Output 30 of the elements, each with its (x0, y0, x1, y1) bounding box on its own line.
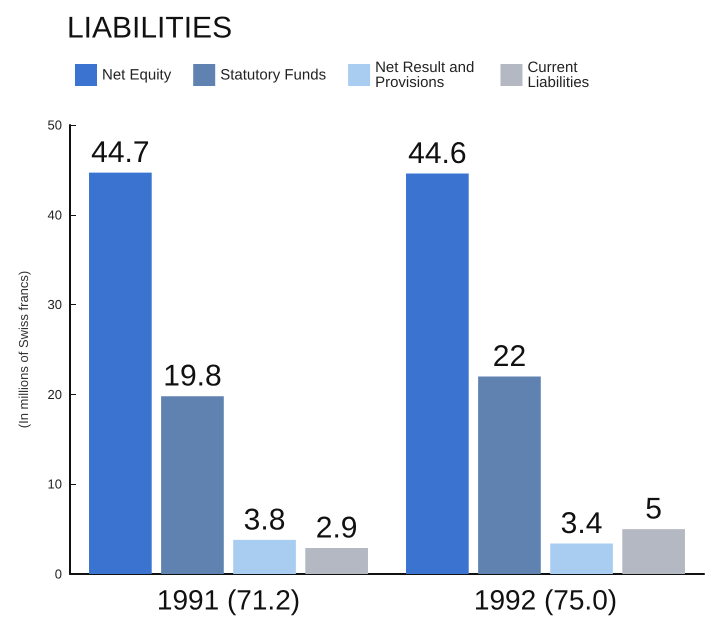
y-axis-title: (In millions of Swiss francs) (16, 270, 31, 428)
chart-title: LIABILITIES (67, 12, 232, 44)
legend-label: Current Liabilities (527, 59, 590, 91)
y-tick-label: 40 (48, 207, 62, 222)
y-tick-label: 20 (48, 386, 62, 402)
legend-label: Net Result and Provisions (375, 59, 478, 91)
y-tick-label: 30 (48, 297, 62, 312)
bar (550, 543, 613, 574)
data-label: 3.4 (560, 506, 602, 540)
y-tick-label: 0 (54, 566, 62, 582)
data-label: 5 (645, 492, 662, 526)
data-label: 44.6 (408, 136, 467, 170)
data-label: 3.8 (244, 503, 286, 536)
bar (161, 396, 224, 574)
data-label: 2.9 (316, 511, 358, 544)
y-tick-label: 10 (48, 476, 62, 492)
x-tick-label: 1992 (75.0) (474, 584, 618, 616)
bar (89, 172, 152, 574)
data-label: 19.8 (163, 360, 222, 393)
y-tick-label: 50 (48, 118, 62, 132)
bar (305, 548, 368, 574)
bar (406, 173, 469, 574)
bar (622, 529, 685, 574)
data-label: 44.7 (91, 136, 150, 170)
legend-label: Statutory Funds (220, 66, 326, 84)
bar (233, 540, 296, 574)
legend-label: Net Equity (102, 66, 172, 84)
data-label: 22 (492, 340, 526, 373)
x-tick-label: 1991 (71.2) (156, 584, 300, 616)
bar (478, 376, 541, 574)
